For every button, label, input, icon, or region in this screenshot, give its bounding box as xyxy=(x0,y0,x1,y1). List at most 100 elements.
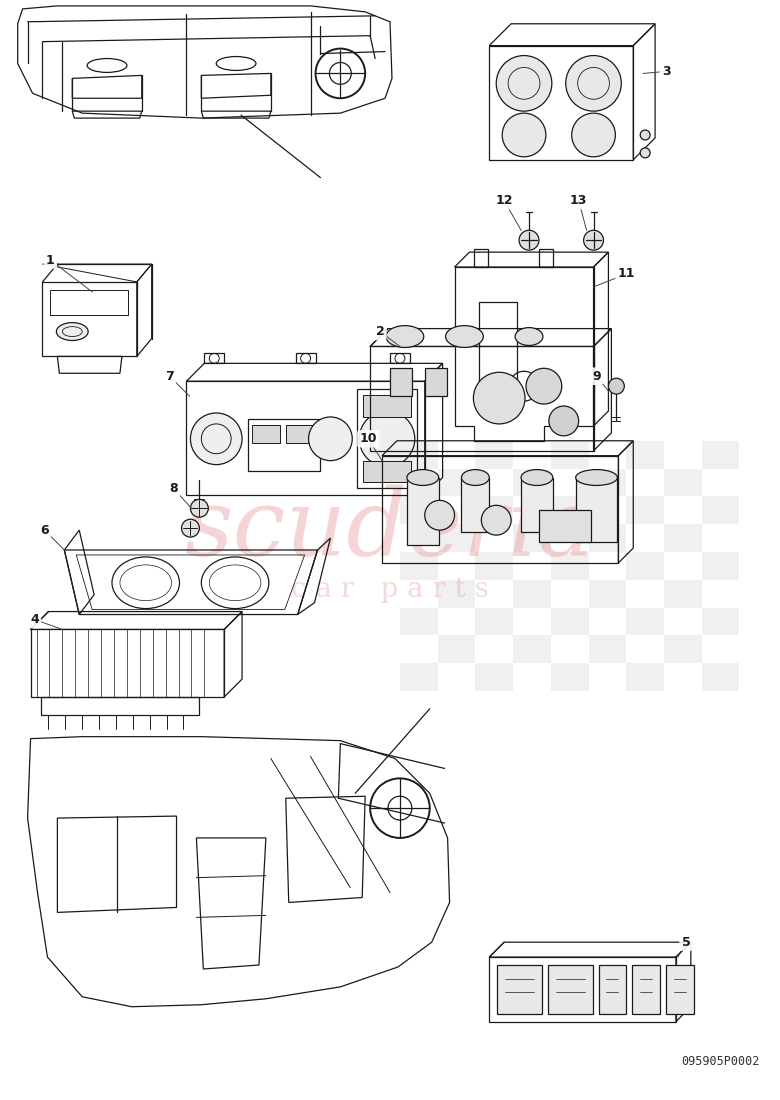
Bar xyxy=(551,663,589,691)
Bar xyxy=(400,663,438,691)
Bar xyxy=(497,965,542,1014)
Bar xyxy=(551,441,589,469)
Bar xyxy=(480,301,517,386)
Bar xyxy=(248,419,320,471)
Bar xyxy=(702,607,739,636)
Bar xyxy=(400,496,438,525)
Bar xyxy=(252,425,280,443)
Bar xyxy=(598,965,626,1014)
Bar xyxy=(186,382,425,495)
Bar xyxy=(589,580,626,607)
Ellipse shape xyxy=(515,328,543,345)
Bar xyxy=(475,441,513,469)
Circle shape xyxy=(572,113,615,157)
Bar xyxy=(285,425,314,443)
Bar xyxy=(513,580,551,607)
Circle shape xyxy=(640,130,651,140)
Bar xyxy=(438,636,475,663)
Bar xyxy=(589,636,626,663)
Bar xyxy=(363,395,411,417)
Bar xyxy=(664,580,702,607)
Circle shape xyxy=(496,55,551,111)
Bar xyxy=(438,580,475,607)
Circle shape xyxy=(519,230,539,250)
Bar xyxy=(438,525,475,552)
Bar xyxy=(576,477,617,542)
Bar xyxy=(548,965,593,1014)
Circle shape xyxy=(473,372,525,424)
Bar xyxy=(551,607,589,636)
Bar xyxy=(626,607,664,636)
Ellipse shape xyxy=(56,322,88,341)
Text: 2: 2 xyxy=(376,326,385,338)
Bar xyxy=(489,957,676,1022)
Circle shape xyxy=(549,406,579,436)
Text: 7: 7 xyxy=(165,370,174,383)
Bar xyxy=(475,663,513,691)
Bar xyxy=(702,552,739,580)
Text: 10: 10 xyxy=(360,432,377,446)
Circle shape xyxy=(502,113,546,157)
Bar xyxy=(702,496,739,525)
Bar xyxy=(400,552,438,580)
Ellipse shape xyxy=(576,470,617,485)
Circle shape xyxy=(182,519,200,537)
Bar xyxy=(51,290,128,315)
Bar xyxy=(664,636,702,663)
Bar xyxy=(521,477,553,532)
Bar xyxy=(626,552,664,580)
Bar xyxy=(400,607,438,636)
Bar xyxy=(626,441,664,469)
Text: scuderia: scuderia xyxy=(185,485,595,575)
Text: 095905P0002: 095905P0002 xyxy=(681,1055,760,1068)
Text: 11: 11 xyxy=(618,267,635,280)
Bar xyxy=(400,441,438,469)
Text: 4: 4 xyxy=(30,613,39,626)
Bar xyxy=(462,477,489,532)
Ellipse shape xyxy=(521,470,553,485)
Bar xyxy=(475,496,513,525)
Circle shape xyxy=(360,411,415,466)
Bar xyxy=(513,469,551,496)
Bar xyxy=(589,469,626,496)
Circle shape xyxy=(608,378,624,394)
Ellipse shape xyxy=(407,470,438,485)
Bar xyxy=(513,525,551,552)
Bar xyxy=(551,496,589,525)
Bar xyxy=(513,636,551,663)
Bar xyxy=(664,469,702,496)
Bar xyxy=(539,510,590,542)
Text: 3: 3 xyxy=(661,65,670,78)
Bar xyxy=(633,965,660,1014)
Circle shape xyxy=(309,417,353,461)
Circle shape xyxy=(425,500,455,530)
Bar xyxy=(475,552,513,580)
Bar xyxy=(204,353,224,363)
Circle shape xyxy=(481,505,511,535)
Text: 8: 8 xyxy=(169,482,178,495)
Text: 12: 12 xyxy=(495,194,513,207)
Bar xyxy=(475,607,513,636)
Bar xyxy=(357,389,417,488)
Bar xyxy=(390,368,412,396)
Text: 6: 6 xyxy=(40,524,49,537)
Bar xyxy=(626,663,664,691)
Circle shape xyxy=(640,147,651,157)
Bar xyxy=(489,45,633,159)
Bar xyxy=(539,250,553,267)
Bar xyxy=(390,353,410,363)
Circle shape xyxy=(583,230,604,250)
Text: 5: 5 xyxy=(682,936,690,948)
Bar xyxy=(626,496,664,525)
Ellipse shape xyxy=(386,326,424,348)
Ellipse shape xyxy=(462,470,489,485)
Bar xyxy=(666,965,694,1014)
Bar xyxy=(589,525,626,552)
Bar xyxy=(296,353,316,363)
Bar xyxy=(664,525,702,552)
Text: 13: 13 xyxy=(570,194,587,207)
Bar xyxy=(702,663,739,691)
Bar xyxy=(370,346,594,451)
Bar xyxy=(438,469,475,496)
Bar xyxy=(474,250,488,267)
